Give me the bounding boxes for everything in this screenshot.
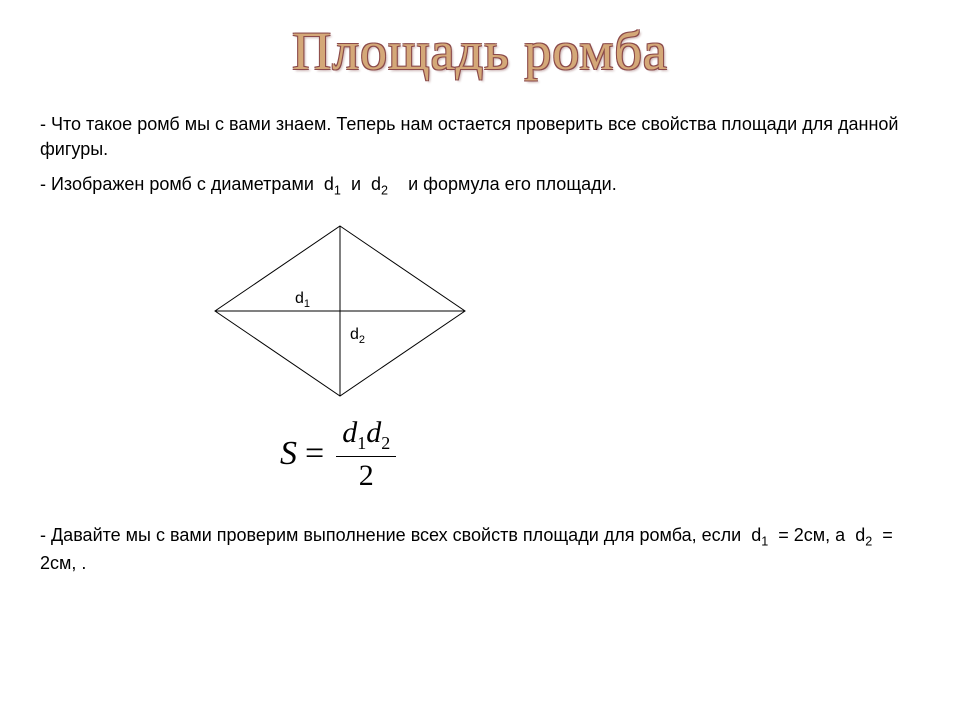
text-fragment: - Изображен ромб с диаметрами <box>40 174 314 194</box>
page-title: Площадь ромба <box>40 20 920 82</box>
diagram-label-d2: d2 <box>350 326 365 346</box>
paragraph-check: - Давайте мы с вами проверим выполнение … <box>40 523 920 576</box>
symbol-d1: d1 <box>324 174 341 194</box>
rhombus-diagram: d1 d2 <box>210 221 920 406</box>
formula-denominator: 2 <box>359 457 374 493</box>
area-formula: S = d1d2 2 <box>280 416 920 493</box>
paragraph-intro: - Что такое ромб мы с вами знаем. Теперь… <box>40 112 920 162</box>
symbol-d1: d1 <box>751 525 768 545</box>
symbol-d2: d2 <box>371 174 388 194</box>
formula-eq: = <box>305 435 324 473</box>
formula-lhs: S <box>280 435 297 473</box>
text-fragment: и формула его площади. <box>408 174 617 194</box>
paragraph-diagram-desc: - Изображен ромб с диаметрами d1 и d2 и … <box>40 172 920 200</box>
formula-fraction: d1d2 2 <box>336 416 396 493</box>
diagram-label-d1: d1 <box>295 290 310 310</box>
text-fragment: = 2см, а <box>778 525 845 545</box>
text-fragment: - Давайте мы с вами проверим выполнение … <box>40 525 741 545</box>
symbol-d2: d2 <box>855 525 872 545</box>
formula-numerator: d1d2 <box>336 416 396 457</box>
text-fragment: и <box>351 174 361 194</box>
